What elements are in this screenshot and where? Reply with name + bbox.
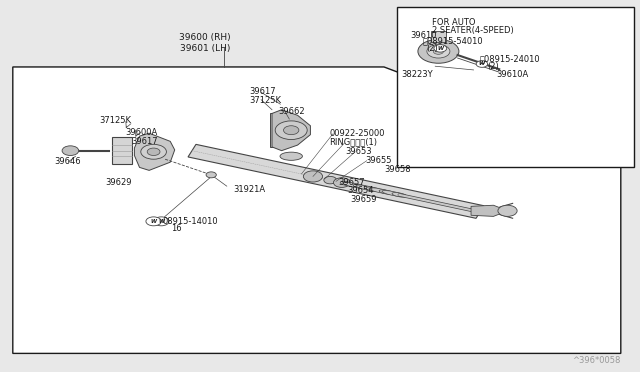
Circle shape [141,144,166,159]
Circle shape [498,205,517,217]
Circle shape [476,61,488,67]
Text: W: W [437,46,444,51]
Text: 39657: 39657 [338,178,365,187]
Text: 39659: 39659 [351,195,377,203]
Text: 37125K: 37125K [99,116,131,125]
Text: Ⓢ08915-24010: Ⓢ08915-24010 [480,54,541,63]
Text: 16: 16 [171,224,182,233]
Text: W: W [150,219,157,224]
Circle shape [154,217,169,226]
Text: 39662: 39662 [278,107,305,116]
Ellipse shape [353,184,368,189]
Text: 39654: 39654 [348,186,374,195]
Text: 00922-25000: 00922-25000 [330,129,385,138]
Circle shape [62,146,79,155]
Text: FOR AUTO: FOR AUTO [432,18,476,27]
Polygon shape [272,110,310,151]
Text: W: W [158,219,164,224]
Text: ^396*0058: ^396*0058 [572,356,621,365]
Ellipse shape [379,190,394,195]
Text: (2): (2) [488,62,499,71]
Ellipse shape [343,182,365,188]
Circle shape [324,176,337,184]
Polygon shape [134,133,175,170]
Text: 39655: 39655 [365,156,391,165]
Circle shape [433,48,444,54]
Bar [270,113,283,147]
Circle shape [418,39,459,63]
Text: 2 SEATER(4-SPEED): 2 SEATER(4-SPEED) [432,26,514,35]
Text: 31921A: 31921A [234,185,266,194]
Bar [397,7,634,167]
Circle shape [146,217,161,226]
Circle shape [206,172,216,178]
Polygon shape [188,144,484,218]
Text: 39610: 39610 [410,31,436,40]
Text: 39601 (LH): 39601 (LH) [180,44,230,53]
Text: Ⓢ08915-54010: Ⓢ08915-54010 [422,36,483,45]
Polygon shape [471,205,503,217]
Polygon shape [13,67,621,353]
Text: W: W [479,61,485,67]
Text: (2): (2) [426,44,438,53]
Circle shape [434,45,447,52]
Ellipse shape [340,182,355,186]
Ellipse shape [392,193,406,197]
Text: 08915-14010: 08915-14010 [163,217,218,226]
Text: 39629: 39629 [106,178,132,187]
Text: 38223Y: 38223Y [401,70,433,79]
Circle shape [427,45,450,58]
Text: 39646: 39646 [54,157,81,166]
Bar [112,137,132,164]
Bar [431,31,446,42]
Text: 39600 (RH): 39600 (RH) [179,33,230,42]
Ellipse shape [369,188,391,193]
Text: 39617: 39617 [250,87,276,96]
Text: RINGリング(1): RINGリング(1) [330,138,378,147]
Circle shape [147,148,160,155]
Text: 39610A: 39610A [496,70,528,79]
Circle shape [303,171,323,182]
Text: 39653: 39653 [346,147,372,156]
Ellipse shape [366,187,381,192]
Text: 39658: 39658 [384,165,411,174]
Ellipse shape [356,185,378,191]
Text: 39600A: 39600A [125,128,157,137]
Text: 37125K: 37125K [250,96,282,105]
Ellipse shape [280,152,302,160]
Ellipse shape [382,190,404,196]
Circle shape [284,126,299,135]
Text: 39617: 39617 [131,137,158,146]
Circle shape [275,121,307,140]
Circle shape [333,178,350,187]
